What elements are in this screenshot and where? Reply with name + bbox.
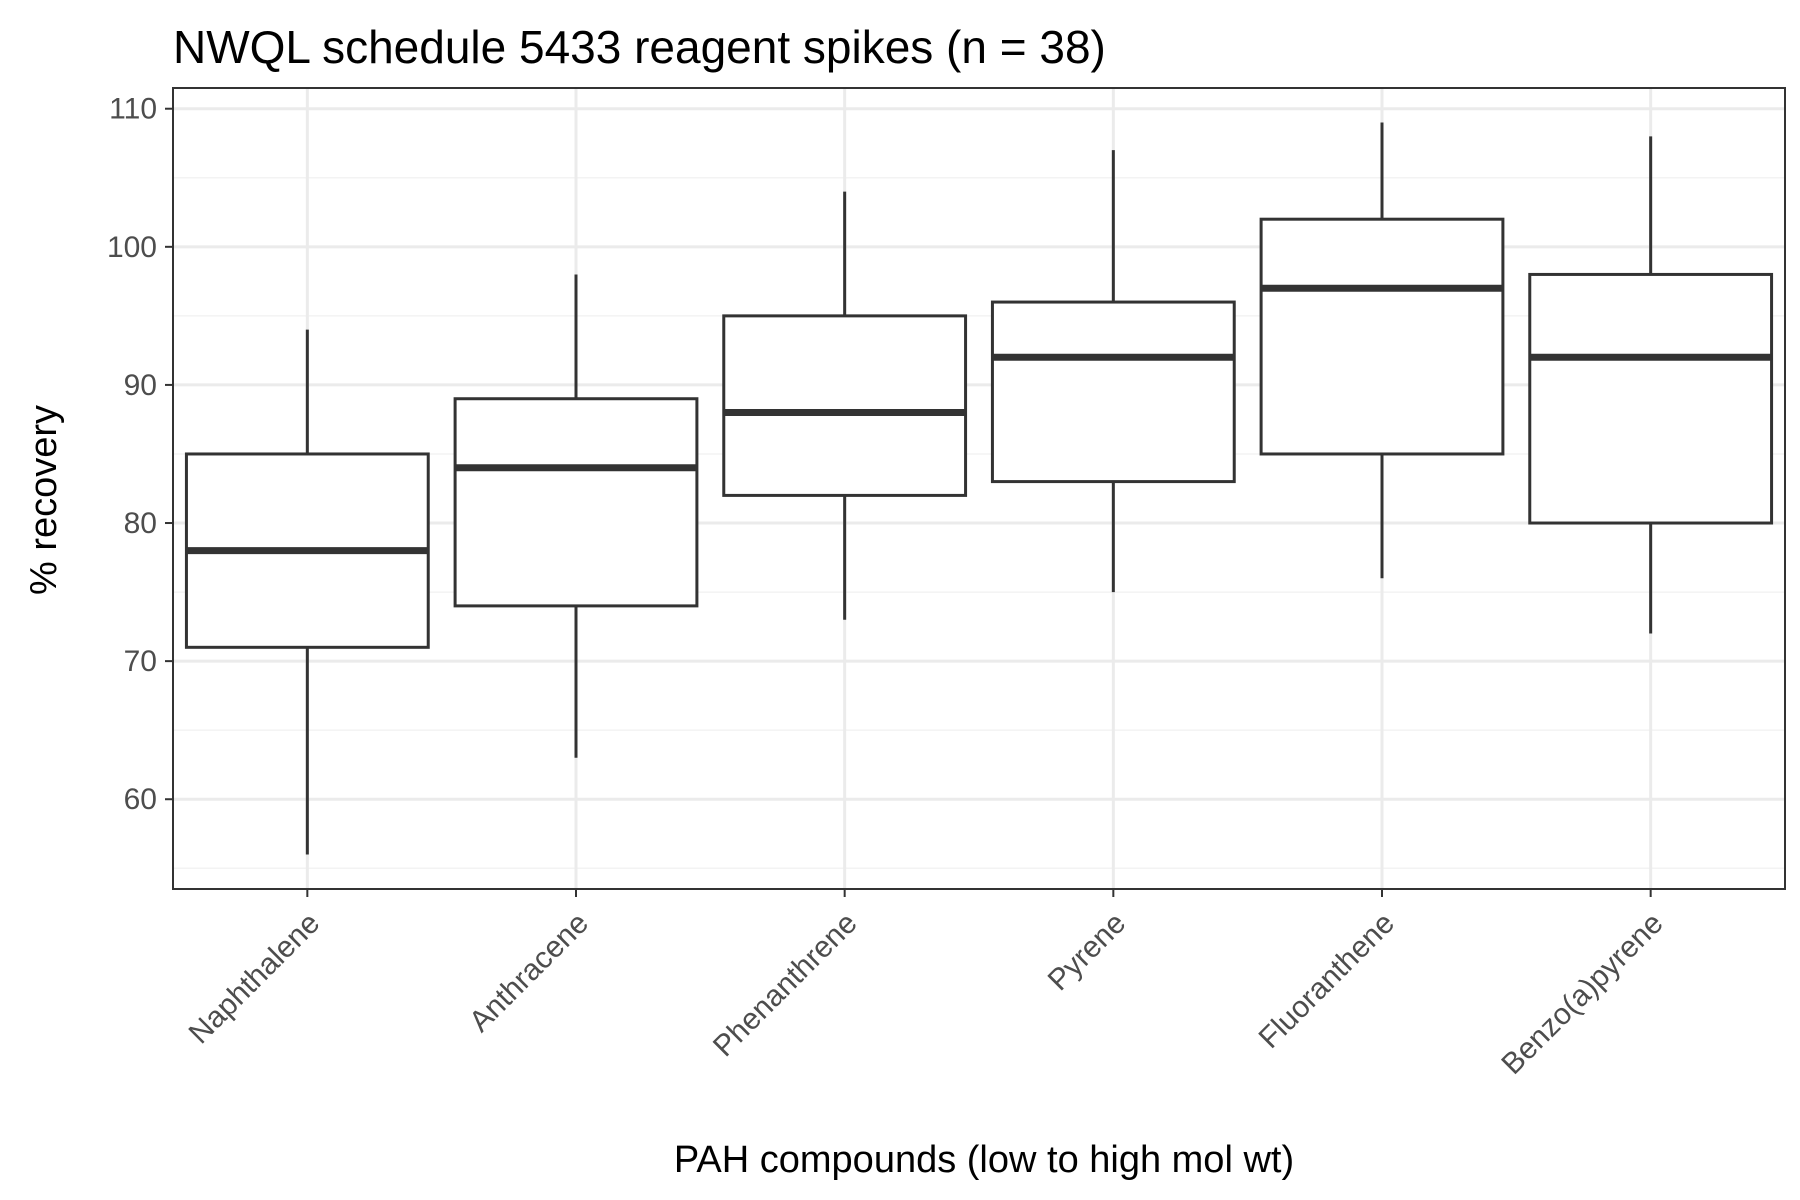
x-axis-title: PAH compounds (low to high mol wt): [674, 1139, 1294, 1181]
x-tick-label: Pyrene: [1042, 907, 1133, 998]
x-tick-label: Naphthalene: [183, 907, 327, 1051]
chart-title: NWQL schedule 5433 reagent spikes (n = 3…: [173, 21, 1106, 73]
iqr-box: [722, 314, 968, 497]
box-anthracene: [453, 274, 699, 758]
y-tick-label: 60: [124, 783, 157, 816]
y-tick-label: 100: [107, 231, 157, 264]
y-tick-label: 110: [109, 93, 157, 126]
box-benzo-a-pyrene: [1528, 136, 1774, 634]
x-tick-label: Benzo(a)pyrene: [1495, 907, 1669, 1081]
iqr-box: [990, 300, 1236, 484]
boxes: [184, 122, 1774, 855]
box-naphthalene: [184, 329, 430, 855]
plot-panel-border: [172, 87, 1786, 890]
box-fluoranthene: [1259, 122, 1505, 579]
x-tick-label: Phenanthrene: [707, 907, 864, 1064]
box-pyrene: [990, 150, 1236, 593]
y-tick-label: 70: [124, 645, 157, 678]
iqr-box: [1259, 217, 1505, 456]
y-tick-label: 80: [124, 507, 157, 540]
y-axis-title: % recovery: [23, 405, 65, 595]
y-tick-label: 90: [124, 369, 157, 402]
box-phenanthrene: [722, 191, 968, 620]
iqr-box: [1528, 272, 1774, 525]
x-tick-label: Fluoranthene: [1253, 907, 1401, 1055]
iqr-box: [453, 397, 699, 608]
x-tick-label: Anthracene: [463, 907, 595, 1039]
